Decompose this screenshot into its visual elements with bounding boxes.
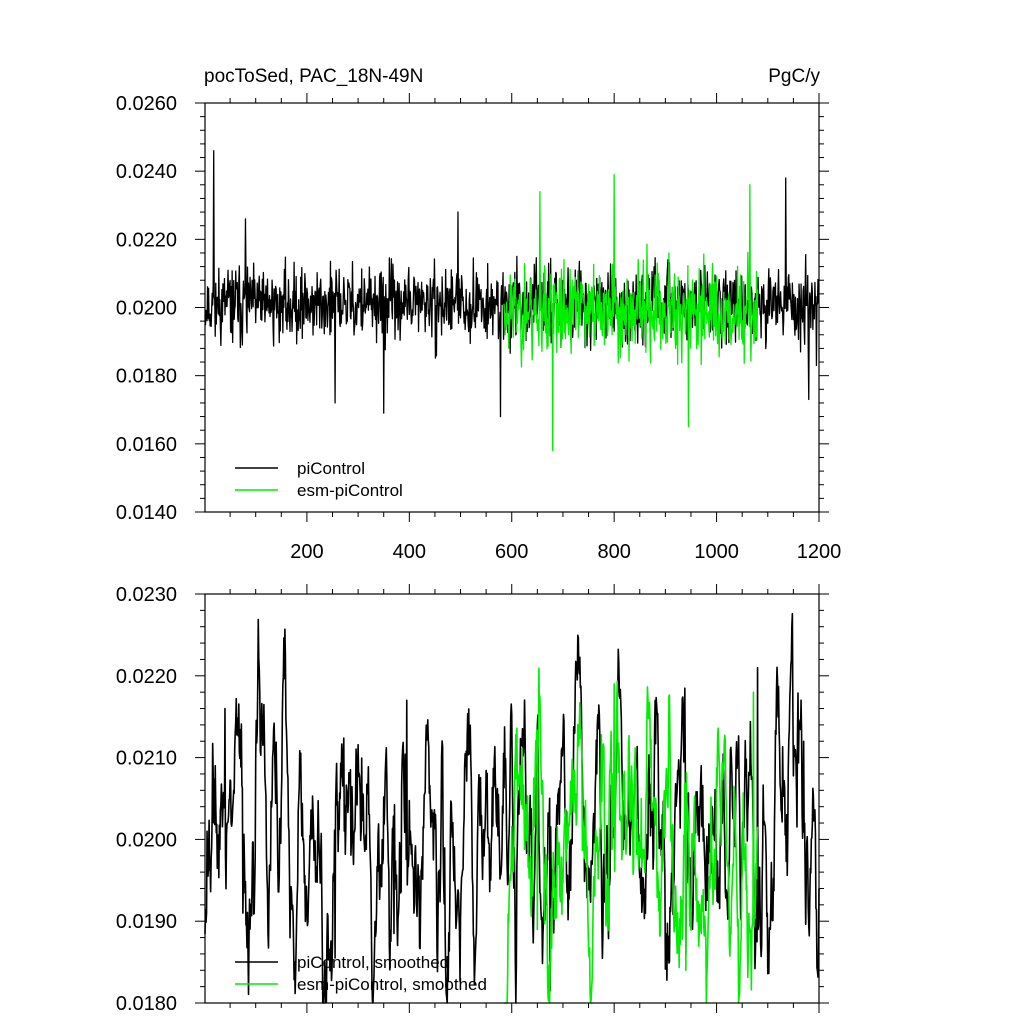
legend-label-esm-picontrol: esm-piControl [297,481,403,500]
y-tick-label: 0.0190 [116,911,177,933]
y-tick-label: 0.0230 [116,584,177,606]
x-tick-label: 600 [495,541,528,563]
x-tick-label: 200 [290,541,323,563]
x-tick-label: 800 [597,541,630,563]
bottom-legend: piControl, smoothed esm-piControl, smoot… [235,953,487,994]
y-tick-label: 0.0260 [116,93,177,115]
top-panel: pocToSed, PAC_18N-49N PgC/y 200 400 600 800… [116,66,841,563]
bottom-panel: 0.0180 0.0190 0.0200 0.0210 0.0220 0.0230 piC… [116,584,829,1015]
legend-label-esm-picontrol-smoothed: esm-piControl, smoothed [297,975,487,994]
y-tick-label: 0.0220 [116,229,177,251]
y-tick-label: 0.0210 [116,748,177,770]
y-tick-label: 0.0200 [116,298,177,320]
top-axes: 200 400 600 800 1000 1200 0.0140 0.0160 0.0180 0.… [116,93,841,563]
top-legend: piControl esm-piControl [235,459,403,500]
y-tick-label: 0.0240 [116,161,177,183]
series-line-picontrol [204,150,820,418]
series-line-esm-picontrol [503,173,759,452]
series-line-picontrol-smoothed [204,612,820,1004]
x-tick-label: 1000 [694,541,739,563]
x-tick-label: 400 [393,541,426,563]
y-tick-label: 0.0180 [116,366,177,388]
top-panel-units: PgC/y [768,66,820,87]
bottom-axes: 0.0180 0.0190 0.0200 0.0210 0.0220 0.0230 [116,584,829,1015]
y-tick-label: 0.0200 [116,829,177,851]
series-line-esm-picontrol-smoothed [503,667,759,1004]
top-panel-title: pocToSed, PAC_18N-49N [204,66,423,87]
y-tick-label: 0.0160 [116,434,177,456]
legend-label-picontrol: piControl [297,459,365,478]
top-plot-area [204,150,820,452]
x-tick-label: 1200 [797,541,842,563]
y-tick-label: 0.0140 [116,502,177,524]
y-tick-label: 0.0180 [116,993,177,1015]
bottom-plot-area [204,612,820,1004]
legend-label-picontrol-smoothed: piControl, smoothed [297,953,449,972]
y-tick-label: 0.0220 [116,666,177,688]
